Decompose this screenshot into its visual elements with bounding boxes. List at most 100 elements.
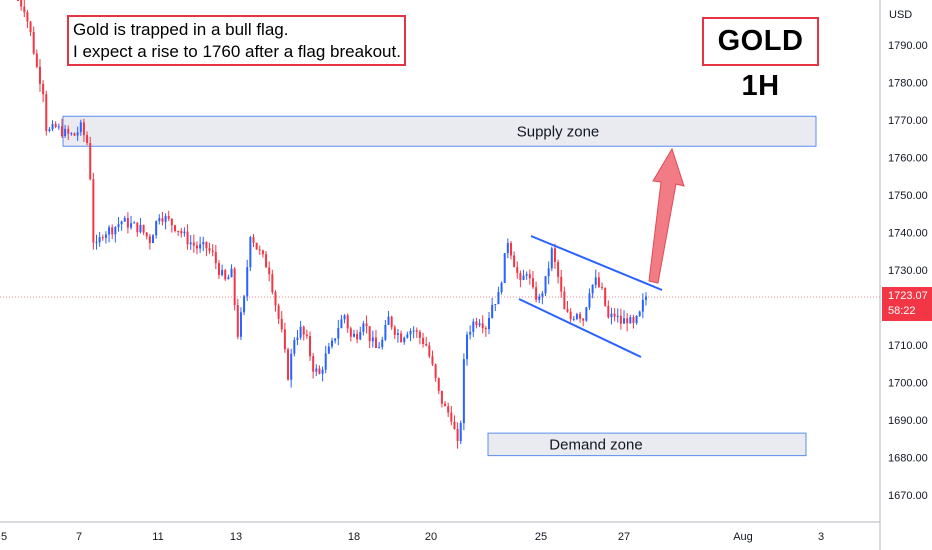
candle-body: [550, 248, 553, 269]
candle-body: [374, 337, 377, 348]
price-axis[interactable]: 1670.001680.001690.001700.001710.001720.…: [888, 40, 928, 502]
candle-body: [318, 368, 321, 374]
zones-layer: Supply zone Demand zone: [62, 115, 817, 457]
candle-body: [42, 83, 45, 95]
candle-body: [645, 296, 647, 300]
candle-body: [381, 339, 384, 348]
candle-body: [192, 242, 195, 246]
candle-body: [233, 268, 236, 305]
candle-body: [396, 333, 399, 335]
candle-body: [440, 390, 443, 404]
candle-body: [268, 267, 271, 275]
candle-body: [506, 243, 509, 254]
candle-body: [538, 296, 541, 300]
candle-body: [114, 226, 117, 235]
candle-body: [582, 318, 585, 321]
candle-body: [54, 123, 57, 127]
candle-body: [387, 316, 390, 325]
candle-body: [343, 315, 346, 320]
candle-body: [35, 53, 38, 67]
time-tick-7: 7: [76, 531, 82, 543]
time-tick-20: 20: [425, 531, 437, 543]
candle-body: [70, 133, 73, 135]
candle-body: [497, 292, 500, 305]
candle-body: [57, 126, 60, 128]
candle-body: [67, 128, 70, 134]
candle-body: [230, 268, 233, 278]
candle-body: [249, 237, 252, 268]
candle-body: [290, 353, 293, 380]
time-axis[interactable]: 5 7 11 13 18 20 25 27 Aug 3: [1, 531, 824, 543]
candle-body: [136, 222, 139, 233]
candle-body: [563, 291, 566, 310]
candle-body: [340, 319, 343, 328]
flag-lines: [518, 235, 663, 358]
candle-body: [494, 304, 497, 306]
candle-body: [287, 349, 290, 380]
price-tick-1770: 1770.00: [888, 115, 928, 127]
candle-body: [48, 129, 51, 131]
candle-body: [409, 330, 412, 335]
candle-body: [73, 133, 76, 136]
candle-body: [243, 296, 246, 313]
zone-label-0: Supply zone: [517, 123, 600, 140]
price-tick-1790: 1790.00: [888, 40, 928, 52]
candle-body: [456, 428, 459, 442]
time-tick-5: 5: [1, 531, 7, 543]
candle-body: [585, 307, 588, 321]
target-arrow-shape: [648, 147, 685, 284]
candle-body: [92, 179, 95, 243]
candle-body: [189, 242, 192, 245]
time-tick-3: 3: [818, 531, 824, 543]
candle-body: [629, 317, 632, 324]
candle-body: [145, 232, 148, 237]
price-tick-1780: 1780.00: [888, 78, 928, 90]
candle-body: [415, 330, 418, 332]
candle-body: [26, 12, 29, 22]
candle-body: [390, 316, 393, 328]
candle-body: [516, 267, 519, 274]
candle-body: [76, 132, 79, 136]
candle-body: [45, 94, 48, 131]
candle-body: [616, 315, 619, 317]
candle-body: [544, 276, 547, 294]
candle-body: [214, 252, 217, 264]
candle-body: [491, 304, 494, 318]
candle-body: [183, 231, 186, 234]
candle-body: [152, 235, 155, 244]
candle-body: [265, 254, 268, 268]
candle-body: [120, 221, 123, 225]
candle-body: [217, 263, 220, 276]
candle-body: [177, 230, 180, 232]
candle-body: [255, 242, 258, 250]
candle-body: [478, 323, 481, 326]
zone-rect-0: [62, 115, 817, 147]
candle-body: [164, 216, 167, 222]
candle-body: [557, 262, 560, 277]
candle-body: [513, 255, 516, 268]
price-tick-1730: 1730.00: [888, 265, 928, 277]
time-tick-25: 25: [535, 531, 547, 543]
candle-body: [236, 304, 239, 337]
candle-body: [174, 225, 176, 231]
time-tick-11: 11: [152, 531, 163, 543]
candle-body: [167, 216, 170, 219]
candle-body: [155, 221, 158, 236]
candle-body: [601, 286, 604, 288]
flag-lower-line: [518, 298, 642, 358]
current-price-value: 1723.07: [888, 290, 928, 302]
price-tick-1750: 1750.00: [888, 190, 928, 202]
candle-body: [346, 315, 349, 329]
price-tick-1710: 1710.00: [888, 340, 928, 352]
price-tick-1680: 1680.00: [888, 453, 928, 465]
candle-body: [522, 275, 525, 280]
candle-body: [422, 337, 425, 345]
annotation-line-2: I expect a rise to 1760 after a flag bre…: [73, 42, 401, 61]
flag-upper-line: [530, 235, 663, 291]
candle-body: [447, 406, 450, 413]
candle-body: [469, 331, 472, 335]
price-tick-1700: 1700.00: [888, 378, 928, 390]
currency-label: USD: [889, 9, 912, 21]
candle-body: [139, 225, 142, 233]
